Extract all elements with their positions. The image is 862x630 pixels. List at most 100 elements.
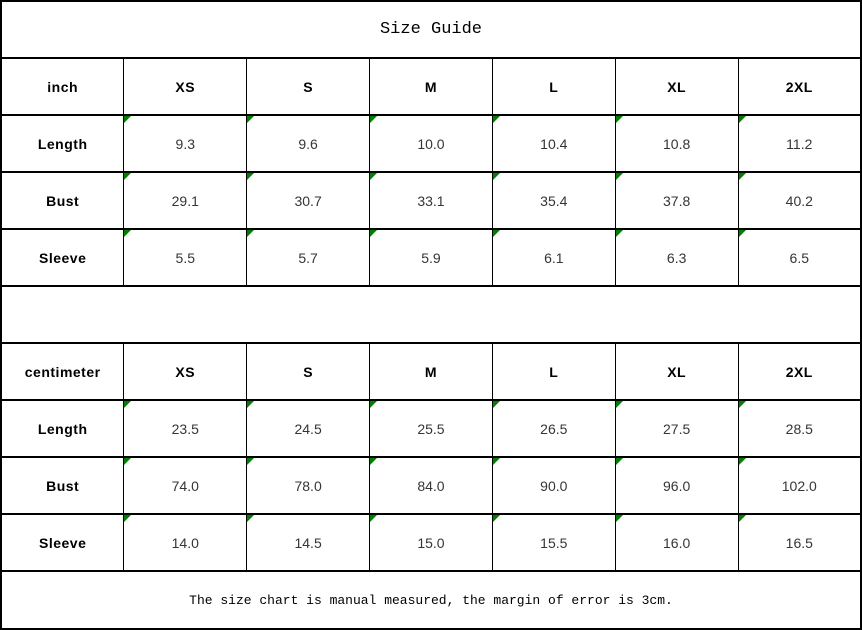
size-value: 28.5: [785, 420, 813, 437]
size-col-header-m: M: [369, 57, 493, 116]
size-value-cell: 40.2: [737, 171, 862, 230]
size-value-cell: 23.5: [123, 399, 248, 458]
stored-as-text-flag-icon: [739, 459, 746, 465]
size-value: 14.5: [294, 534, 322, 551]
unit-label-inch: inch: [0, 57, 125, 116]
size-value: 10.4: [540, 135, 568, 152]
size-value-cell: 30.7: [246, 171, 371, 230]
page-title: Size Guide: [379, 20, 483, 39]
size-value-cell: 9.6: [246, 114, 371, 173]
size-value: 90.0: [540, 477, 568, 494]
size-value-cell: 29.1: [123, 171, 248, 230]
size-value-cell: 6.3: [614, 228, 739, 287]
size-value-cell: 6.1: [491, 228, 616, 287]
size-value: 6.3: [666, 249, 687, 266]
size-value-cell: 37.8: [614, 171, 739, 230]
size-value: 16.0: [663, 534, 691, 551]
size-value-cell: 9.3: [123, 114, 248, 173]
size-col-header-xs: XS: [123, 57, 248, 116]
size-value: 33.1: [417, 192, 445, 209]
size-value: 5.7: [298, 249, 318, 266]
stored-as-text-flag-icon: [124, 117, 132, 123]
size-value: 78.0: [294, 477, 322, 494]
unit-label-centimeter: centimeter: [0, 342, 125, 401]
stored-as-text-flag-icon: [493, 402, 500, 408]
size-value-cell: 15.5: [491, 513, 616, 572]
footer-note: The size chart is manual measured, the m…: [189, 593, 673, 608]
size-value-cell: 16.5: [737, 513, 862, 572]
measure-label: Sleeve: [0, 228, 125, 287]
size-col-header-s: S: [246, 57, 371, 116]
footer-cell: The size chart is manual measured, the m…: [0, 570, 862, 630]
stored-as-text-flag-icon: [370, 174, 378, 180]
size-value: 29.1: [171, 192, 199, 209]
size-col-header-l: L: [491, 342, 616, 401]
size-value-cell: 26.5: [491, 399, 616, 458]
size-value-cell: 15.0: [369, 513, 493, 572]
size-value: 30.7: [294, 192, 322, 209]
size-col-header-l: L: [491, 57, 616, 116]
inch-header-row: inch XS S M L XL 2XL: [0, 57, 862, 116]
size-value-cell: 78.0: [246, 456, 371, 515]
stored-as-text-flag-icon: [616, 459, 623, 465]
stored-as-text-flag-icon: [247, 117, 255, 123]
size-value: 5.9: [421, 249, 441, 266]
size-value: 24.5: [294, 420, 322, 437]
stored-as-text-flag-icon: [370, 459, 378, 465]
stored-as-text-flag-icon: [247, 402, 255, 408]
size-col-header-2xl: 2XL: [737, 342, 862, 401]
size-value-cell: 24.5: [246, 399, 371, 458]
size-value-cell: 10.4: [491, 114, 616, 173]
size-col-header-xl: XL: [614, 57, 739, 116]
stored-as-text-flag-icon: [493, 516, 500, 522]
inch-bust-row: Bust 29.1 30.7 33.1 35.4 37.8 40.2: [0, 171, 862, 230]
size-value: 96.0: [663, 477, 691, 494]
size-col-header-2xl: 2XL: [737, 57, 862, 116]
size-value: 11.2: [786, 135, 813, 152]
size-value: 10.8: [663, 135, 691, 152]
title-row: Size Guide: [0, 0, 862, 59]
size-value: 40.2: [785, 192, 813, 209]
stored-as-text-flag-icon: [370, 516, 378, 522]
inch-length-row: Length 9.3 9.6 10.0 10.4 10.8 11.2: [0, 114, 862, 173]
measure-label: Bust: [0, 456, 125, 515]
size-value: 9.3: [175, 135, 195, 152]
stored-as-text-flag-icon: [616, 402, 623, 408]
stored-as-text-flag-icon: [370, 117, 378, 123]
stored-as-text-flag-icon: [616, 516, 623, 522]
stored-as-text-flag-icon: [739, 231, 746, 237]
size-value: 35.4: [540, 192, 568, 209]
size-value: 102.0: [781, 477, 817, 494]
stored-as-text-flag-icon: [493, 231, 500, 237]
stored-as-text-flag-icon: [124, 402, 132, 408]
size-value-cell: 74.0: [123, 456, 248, 515]
stored-as-text-flag-icon: [124, 231, 132, 237]
size-value: 5.5: [175, 249, 195, 266]
size-value-cell: 10.0: [369, 114, 493, 173]
size-value-cell: 5.9: [369, 228, 493, 287]
stored-as-text-flag-icon: [124, 174, 132, 180]
size-value-cell: 5.5: [123, 228, 248, 287]
size-value: 15.5: [540, 534, 568, 551]
size-value: 27.5: [663, 420, 691, 437]
size-value-cell: 96.0: [614, 456, 739, 515]
size-value-cell: 11.2: [737, 114, 862, 173]
size-value-cell: 14.0: [123, 513, 248, 572]
size-value: 74.0: [171, 477, 199, 494]
stored-as-text-flag-icon: [616, 174, 623, 180]
stored-as-text-flag-icon: [124, 459, 132, 465]
stored-as-text-flag-icon: [739, 402, 746, 408]
stored-as-text-flag-icon: [124, 516, 132, 522]
stored-as-text-flag-icon: [739, 516, 746, 522]
size-value-cell: 6.5: [737, 228, 862, 287]
size-value-cell: 25.5: [369, 399, 493, 458]
size-value-cell: 90.0: [491, 456, 616, 515]
size-value: 15.0: [417, 534, 445, 551]
stored-as-text-flag-icon: [370, 231, 378, 237]
size-value-cell: 33.1: [369, 171, 493, 230]
footer-row: The size chart is manual measured, the m…: [0, 570, 862, 630]
size-value: 26.5: [540, 420, 568, 437]
stored-as-text-flag-icon: [493, 174, 500, 180]
size-value-cell: 102.0: [737, 456, 862, 515]
